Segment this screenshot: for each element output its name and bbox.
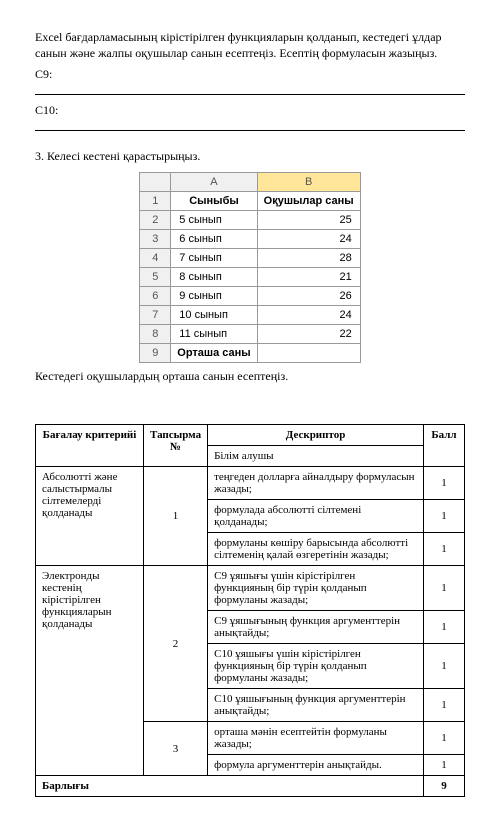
caption-text: Кестедегі оқушылардың орташа санын есепт… bbox=[35, 369, 465, 384]
rubric-d3: формуланы көшіру барысында абсолютті сіл… bbox=[208, 533, 424, 566]
rubric-crit1: Абсолютті және салыстырмалы сілтемелерді… bbox=[36, 467, 144, 566]
excel-table-wrap: A B 1 Сыныбы Оқушылар саны 25 сынып25 36… bbox=[35, 172, 465, 363]
c10-label: С10: bbox=[35, 103, 465, 118]
rubric-h2: Тапсырма № bbox=[144, 425, 208, 467]
excel-footer-value bbox=[257, 344, 360, 363]
rubric-h1: Бағалау критерийі bbox=[36, 425, 144, 467]
rubric-d9: формула аргументтерін анықтайды. bbox=[208, 755, 424, 776]
rubric-table: Бағалау критерийі Тапсырма № Дескриптор … bbox=[35, 424, 465, 797]
excel-table: A B 1 Сыныбы Оқушылар саны 25 сынып25 36… bbox=[139, 172, 360, 363]
c9-line bbox=[35, 82, 465, 95]
task3-text: 3. Келесі кестені қарастырыңыз. bbox=[35, 149, 465, 164]
rubric-t2: 2 bbox=[144, 566, 208, 722]
rubric-t1: 1 bbox=[144, 467, 208, 566]
excel-rownum: 1 bbox=[140, 192, 171, 211]
rubric-d5: С9 ұяшығының функция аргументтерін анықт… bbox=[208, 611, 424, 644]
excel-col-b: B bbox=[257, 173, 360, 192]
excel-footer-label: Орташа саны bbox=[171, 344, 257, 363]
c9-label: С9: bbox=[35, 67, 465, 82]
excel-header-a: Сыныбы bbox=[171, 192, 257, 211]
rubric-h4: Балл bbox=[424, 425, 465, 467]
rubric-d2: формулада абсолютті сілтемені қолданады; bbox=[208, 500, 424, 533]
rubric-t3: 3 bbox=[144, 722, 208, 776]
excel-corner bbox=[140, 173, 171, 192]
rubric-sub: Білім алушы bbox=[208, 446, 424, 467]
rubric-d1: теңгеден долларға айналдыру формуласын ж… bbox=[208, 467, 424, 500]
rubric-d8: орташа мәнін есептейтін формуланы жазады… bbox=[208, 722, 424, 755]
rubric-d4: С9 ұяшығы үшін кірістірілген функцияның … bbox=[208, 566, 424, 611]
excel-col-a: A bbox=[171, 173, 257, 192]
excel-header-b: Оқушылар саны bbox=[257, 192, 360, 211]
c10-line bbox=[35, 118, 465, 131]
rubric-total-score: 9 bbox=[424, 776, 465, 797]
rubric-total-label: Барлығы bbox=[36, 776, 424, 797]
rubric-h3: Дескриптор bbox=[208, 425, 424, 446]
intro-text: Excel бағдарламасының кірістірілген функ… bbox=[35, 30, 465, 61]
rubric-d6: С10 ұяшығы үшін кірістірілген функцияның… bbox=[208, 644, 424, 689]
rubric-d7: С10 ұяшығының функция аргументтерін анық… bbox=[208, 689, 424, 722]
rubric-crit2: Электронды кестенің кірістірілген функци… bbox=[36, 566, 144, 776]
